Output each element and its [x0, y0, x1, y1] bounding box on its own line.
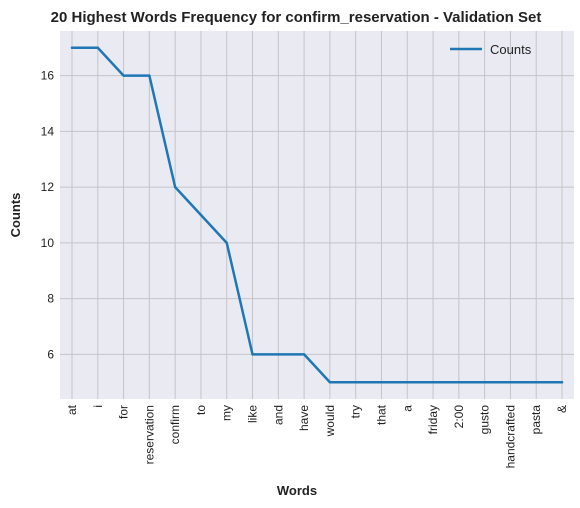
- x-tick-label: i: [91, 405, 105, 408]
- x-tick-label: would: [323, 405, 337, 437]
- x-axis-ticks: at i for reservation confirm to my like and have w…: [65, 404, 569, 468]
- x-tick-label: confirm: [168, 405, 182, 444]
- x-tick-label: 2:00: [452, 405, 466, 429]
- x-tick-label: pasta: [529, 405, 543, 435]
- data-point: [509, 381, 512, 384]
- data-point: [560, 381, 564, 384]
- series-layer: [70, 46, 564, 384]
- data-point: [70, 46, 74, 49]
- data-point: [302, 353, 306, 356]
- x-tick-label: my: [220, 405, 234, 421]
- y-tick-label: 16: [41, 69, 55, 83]
- x-tick-label: friday: [426, 405, 440, 434]
- x-tick-label: that: [374, 404, 388, 425]
- x-tick-label: a: [400, 405, 414, 412]
- data-point: [96, 46, 99, 49]
- x-tick-label: to: [194, 405, 208, 415]
- y-tick-label: 6: [47, 347, 54, 361]
- y-axis-label: Counts: [8, 193, 23, 238]
- data-point: [457, 381, 461, 384]
- data-point: [199, 213, 203, 217]
- data-point: [173, 185, 177, 189]
- data-point: [148, 74, 151, 77]
- x-tick-label: like: [246, 405, 260, 423]
- y-axis-ticks: 6 8 10 12 14 16: [41, 69, 55, 362]
- legend: Counts: [450, 42, 532, 57]
- x-tick-label: and: [271, 405, 285, 425]
- data-point: [277, 353, 280, 356]
- data-point: [328, 381, 332, 384]
- data-point: [122, 74, 125, 77]
- x-axis-label: Words: [277, 483, 317, 498]
- x-tick-label: at: [65, 404, 79, 415]
- y-tick-label: 8: [47, 292, 54, 306]
- data-point: [431, 381, 435, 384]
- x-tick-label: for: [117, 405, 131, 419]
- data-point: [354, 381, 357, 384]
- legend-label: Counts: [490, 42, 532, 57]
- plot-area: [60, 31, 574, 399]
- y-tick-label: 14: [41, 124, 55, 138]
- data-point: [251, 353, 254, 356]
- y-tick-label: 12: [41, 180, 55, 194]
- data-point: [535, 381, 538, 384]
- x-tick-label: handcrafted: [503, 405, 517, 468]
- series-line-counts: [70, 46, 564, 384]
- y-tick-label: 10: [41, 236, 55, 250]
- data-point: [406, 381, 409, 384]
- x-tick-label: reservation: [142, 405, 156, 464]
- x-tick-label: have: [297, 405, 311, 431]
- x-tick-label: try: [349, 405, 363, 418]
- chart-title: 20 Highest Words Frequency for confirm_r…: [51, 9, 542, 26]
- x-tick-label: gusto: [478, 405, 492, 435]
- data-point: [483, 381, 486, 384]
- data-point: [380, 381, 383, 384]
- data-point: [225, 241, 228, 245]
- x-tick-label: &: [555, 405, 569, 413]
